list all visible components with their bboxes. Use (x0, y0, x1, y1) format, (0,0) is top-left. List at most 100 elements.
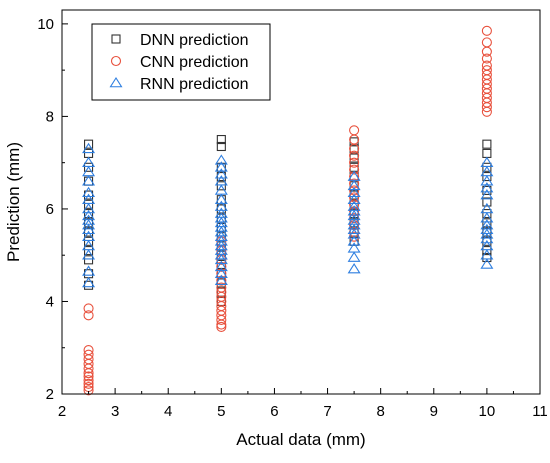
data-point (481, 37, 492, 48)
data-point (214, 253, 228, 265)
x-axis-title: Actual data (mm) (236, 430, 365, 449)
legend-items: DNN prediction CNN prediction RNN predicti… (109, 32, 248, 93)
data-point (216, 141, 226, 152)
data-point (214, 161, 228, 172)
data-point (349, 157, 360, 168)
data-point (482, 148, 492, 158)
data-point (347, 223, 361, 235)
legend-label: DNN prediction (140, 32, 248, 49)
data-point (83, 385, 94, 396)
data-point (82, 265, 96, 276)
data-point (214, 168, 228, 179)
legend-box (91, 23, 271, 101)
data-point (84, 148, 94, 158)
data-point (82, 142, 96, 154)
data-point (482, 139, 492, 149)
data-point (84, 139, 94, 149)
data-point (349, 199, 360, 210)
data-point (83, 368, 94, 379)
data-point (482, 162, 492, 172)
legend-label: RNN prediction (140, 76, 248, 93)
legend-label: CNN prediction (140, 54, 248, 71)
legend-marker-circle (110, 55, 122, 67)
data-point (349, 143, 360, 154)
data-point (347, 251, 361, 262)
data-point (214, 274, 228, 285)
data-point (82, 223, 96, 235)
data-point (83, 310, 94, 321)
x-tick-label: 6 (270, 403, 278, 420)
data-point (83, 363, 94, 374)
x-tick-label: 7 (323, 403, 331, 420)
axis-ticks-layer: 2 3 4 5 6 7 8 9 10 11 2 4 6 8 10 (37, 16, 547, 420)
data-point (83, 378, 94, 389)
data-point (347, 263, 361, 274)
data-point (349, 125, 360, 136)
data-point (216, 319, 227, 330)
y-tick-label: 8 (46, 108, 54, 125)
data-point (480, 212, 494, 223)
data-point (214, 260, 228, 272)
x-tick-label: 5 (217, 403, 225, 420)
legend: DNN prediction CNN prediction RNN predicti… (91, 23, 271, 101)
data-point (84, 246, 94, 256)
data-point (481, 25, 492, 36)
data-point (480, 228, 494, 239)
x-tick-label: 10 (479, 403, 496, 420)
data-point (83, 303, 94, 314)
data-point (482, 197, 492, 207)
data-point (216, 181, 226, 191)
y-tick-label: 4 (46, 293, 54, 310)
series-square (84, 134, 492, 307)
data-point (482, 218, 492, 228)
data-point (82, 175, 96, 186)
data-point (82, 186, 96, 198)
data-point (347, 179, 361, 191)
data-point (84, 209, 94, 219)
series-triangle (82, 142, 494, 288)
data-point (82, 219, 96, 230)
series-circle (83, 25, 492, 396)
data-point (480, 258, 494, 269)
x-tick-label: 9 (430, 403, 438, 420)
data-point (481, 53, 492, 64)
data-point (481, 106, 492, 117)
data-point (482, 172, 492, 182)
data-point (481, 102, 492, 113)
legend-marker-triangle (109, 76, 123, 88)
data-points-layer (82, 25, 494, 396)
data-point (82, 276, 96, 288)
data-point (84, 199, 94, 209)
data-point (216, 134, 226, 145)
data-point (214, 154, 228, 165)
data-point (347, 228, 361, 239)
data-point (349, 164, 360, 175)
data-point (83, 371, 94, 382)
data-point (480, 189, 494, 200)
data-point (84, 255, 94, 265)
x-tick-label: 4 (164, 403, 172, 420)
data-point (214, 267, 228, 279)
data-point (349, 150, 360, 161)
data-point (347, 235, 361, 246)
data-point (84, 236, 94, 246)
y-axis-title: Prediction (mm) (4, 142, 23, 262)
data-point (349, 134, 360, 145)
data-point (480, 182, 494, 193)
data-point (482, 209, 492, 219)
data-point (82, 249, 96, 260)
data-point (82, 202, 96, 214)
data-point (482, 246, 492, 256)
data-point (83, 375, 94, 386)
data-point (216, 314, 227, 326)
x-tick-label: 2 (58, 403, 66, 420)
legend-marker-square (111, 34, 121, 44)
data-point (347, 186, 361, 198)
data-point (214, 249, 228, 260)
data-point (216, 321, 227, 332)
y-tick-label: 10 (37, 16, 54, 33)
data-point (84, 162, 94, 172)
y-tick-label: 6 (46, 201, 54, 218)
